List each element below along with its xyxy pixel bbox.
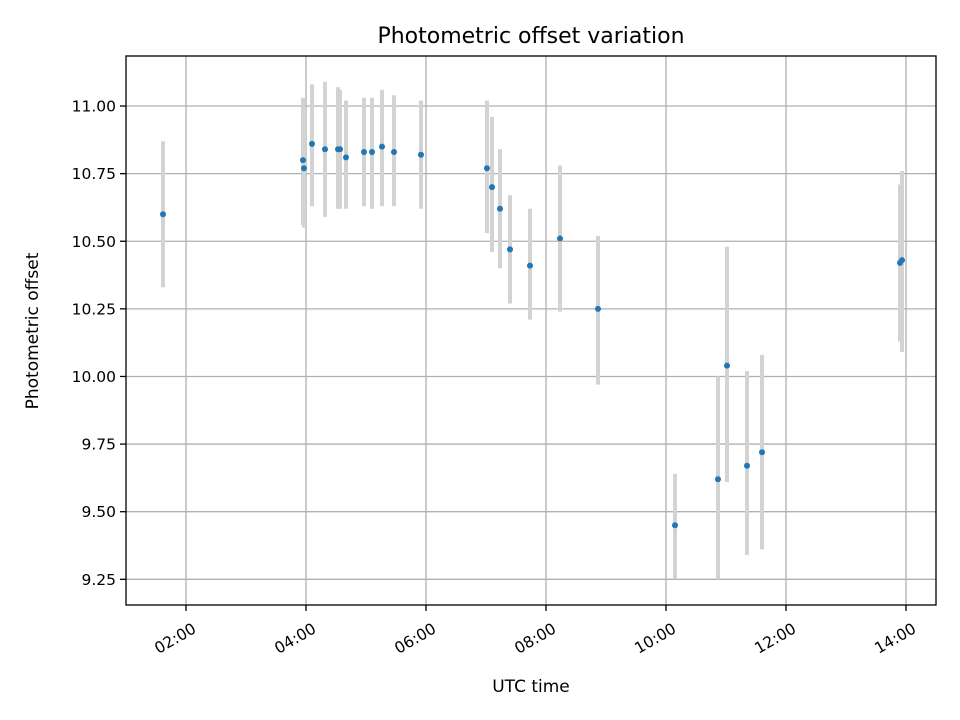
data-point — [527, 262, 533, 269]
data-point — [343, 154, 349, 161]
data-point — [497, 205, 503, 212]
x-tick-label: 14:00 — [872, 620, 920, 658]
data-point — [309, 140, 315, 147]
data-point — [715, 476, 721, 483]
data-point — [672, 522, 678, 529]
data-point — [759, 449, 765, 456]
data-point — [595, 305, 601, 312]
data-point — [724, 362, 730, 369]
data-point — [744, 462, 750, 469]
y-tick-label: 10.25 — [72, 300, 116, 318]
y-axis: 9.25 9.50 9.75 10.00 10.25 10.50 10.75 11.00 — [72, 98, 126, 589]
chart-title: Photometric offset variation — [377, 24, 684, 49]
data-point — [507, 246, 513, 253]
error-bars — [161, 81, 904, 580]
data-point — [379, 143, 385, 150]
data-point — [484, 165, 490, 172]
data-point — [899, 257, 905, 264]
plot-frame — [125, 55, 937, 606]
x-tick-label: 06:00 — [392, 620, 440, 658]
x-tick-label: 02:00 — [152, 620, 200, 658]
x-tick-label: 10:00 — [632, 620, 680, 658]
data-points — [160, 140, 905, 529]
data-point — [557, 235, 563, 242]
data-point — [337, 146, 343, 153]
y-axis-label: Photometric offset — [23, 252, 43, 409]
x-tick-label: 12:00 — [752, 620, 800, 658]
x-axis: 02:00 04:00 06:00 08:00 10:00 12:00 14:00 — [152, 605, 920, 658]
data-point — [361, 149, 367, 156]
grid — [126, 56, 936, 605]
y-tick-label: 9.75 — [81, 436, 116, 454]
data-point — [300, 157, 306, 164]
x-tick-label: 04:00 — [272, 620, 320, 658]
data-point — [301, 165, 307, 172]
data-point — [369, 149, 375, 156]
y-tick-label: 10.00 — [72, 368, 116, 386]
data-point — [160, 211, 166, 218]
data-point — [489, 184, 495, 191]
data-point — [418, 151, 424, 158]
x-tick-label: 08:00 — [512, 620, 560, 658]
y-tick-label: 10.75 — [72, 165, 116, 183]
y-tick-label: 11.00 — [72, 98, 116, 116]
y-tick-label: 9.25 — [81, 571, 116, 589]
y-tick-label: 10.50 — [72, 233, 116, 251]
x-axis-label: UTC time — [492, 677, 570, 697]
y-tick-label: 9.50 — [81, 503, 116, 521]
data-point — [322, 146, 328, 153]
data-point — [391, 149, 397, 156]
